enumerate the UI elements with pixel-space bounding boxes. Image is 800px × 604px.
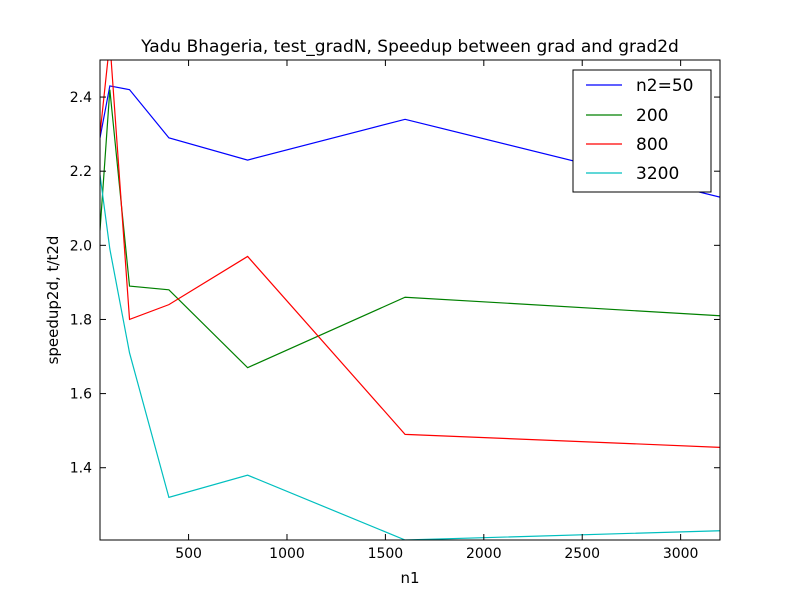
series-line-2 [100,60,720,448]
ticks-layer: 500 1000 1500 2000 2500 3000 1.4 1.6 1.8 2.0 2.2 2.… [70,60,720,562]
legend-label-3200: 3200 [636,164,679,184]
x-axis-label: n1 [400,569,419,587]
legend-box [572,69,712,193]
plot-frame [99,59,721,541]
x-tick-label-5: 3000 [663,546,699,562]
series-line-1 [100,89,720,369]
y-tick-label-0: 1.4 [70,461,92,477]
y-tick-label-3: 2.0 [70,238,92,254]
x-tick-label-2: 1500 [368,546,404,562]
series-line-0 [100,85,720,198]
series-layer [100,60,720,540]
legend-label-200: 200 [636,106,668,126]
legend-label-n2-50: n2=50 [636,76,693,96]
series-line-3 [100,174,720,540]
y-tick-label-5: 2.4 [70,90,92,106]
legend-label-800: 800 [636,135,668,155]
x-tick-label-0: 500 [175,546,202,562]
x-tick-label-3: 2000 [466,546,502,562]
y-axis-label: speedup2d, t/t2d [44,236,62,365]
x-tick-label-4: 2500 [564,546,600,562]
legend: n2=50 200 800 3200 [572,69,712,193]
y-tick-label-2: 1.8 [70,312,92,328]
x-tick-label-1: 1000 [269,546,305,562]
y-tick-label-4: 2.2 [70,164,92,180]
y-tick-label-1: 1.6 [70,387,92,403]
chart-title: Yadu Bhageria, test_gradN, Speedup betwe… [140,37,679,57]
